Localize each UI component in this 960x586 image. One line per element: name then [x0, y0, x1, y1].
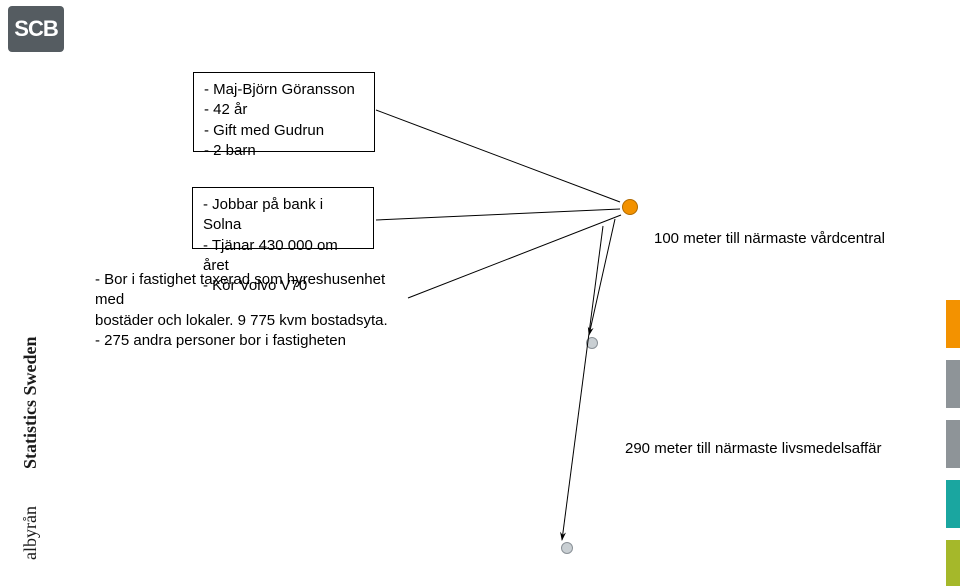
midpoint-node — [586, 337, 598, 349]
scb-logo: SCB — [8, 6, 64, 52]
scb-logo-text: SCB — [14, 16, 57, 42]
employment-info-box: - Jobbar på bank i Solna- Tjänar 430 000… — [192, 187, 374, 249]
healthcare-node — [622, 199, 638, 215]
sidebar-vertical-label: albyrån Statistics Sweden — [20, 337, 41, 561]
person-info-box: - Maj-Björn Göransson- 42 år- Gift med G… — [193, 72, 375, 152]
grocery-node — [561, 542, 573, 554]
sidebar-left-text: albyrån — [20, 506, 40, 560]
healthcare-distance-label: 100 meter till närmaste vårdcentral — [654, 230, 885, 247]
sidebar-right-text: Statistics Sweden — [20, 337, 40, 470]
housing-info-text: - Bor i fastighet taxerad som hyreshusen… — [95, 270, 407, 351]
person-info-lines: - Maj-Björn Göransson- 42 år- Gift med G… — [194, 73, 374, 168]
grocery-distance-label: 290 meter till närmaste livsmedelsaffär — [625, 440, 882, 457]
